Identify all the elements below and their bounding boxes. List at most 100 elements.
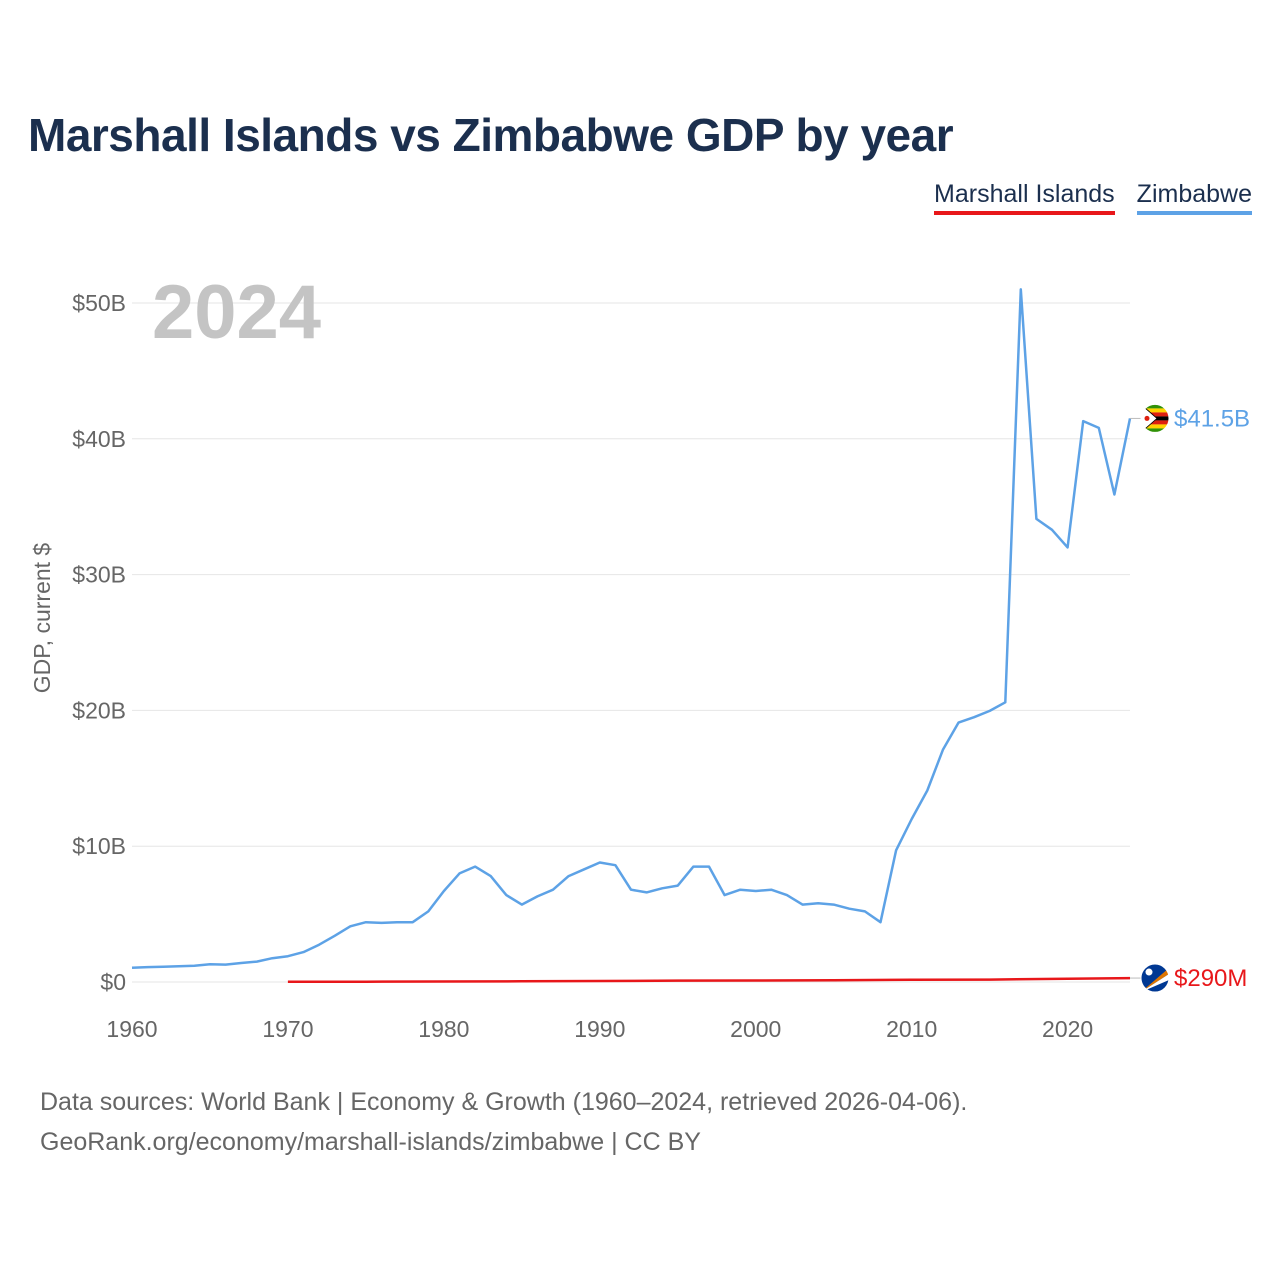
data-point-zimbabwe[interactable] <box>879 920 883 924</box>
data-point-zimbabwe[interactable] <box>660 886 664 890</box>
series-line-marshall-islands[interactable] <box>287 976 1131 983</box>
data-point-zimbabwe[interactable] <box>723 893 727 897</box>
x-tick-label: 1970 <box>262 1016 313 1042</box>
series-line-zimbabwe[interactable] <box>131 288 1132 969</box>
y-tick-label: $10B <box>72 833 126 859</box>
data-point-zimbabwe[interactable] <box>1081 419 1085 423</box>
y-tick-label: $20B <box>72 697 126 723</box>
data-point-zimbabwe[interactable] <box>520 903 524 907</box>
x-tick-label: 2000 <box>730 1016 781 1042</box>
data-point-zimbabwe[interactable] <box>489 874 493 878</box>
data-point-zimbabwe[interactable] <box>1066 545 1070 549</box>
data-point-zimbabwe[interactable] <box>442 889 446 893</box>
y-axis-ticks: $0 $10B $20B $30B $40B $50B <box>72 290 126 995</box>
data-point-zimbabwe[interactable] <box>1019 287 1023 291</box>
data-point-zimbabwe[interactable] <box>941 748 945 752</box>
data-point-zimbabwe[interactable] <box>224 963 228 967</box>
data-point-zimbabwe[interactable] <box>426 909 430 913</box>
data-point-zimbabwe[interactable] <box>473 865 477 869</box>
data-point-zimbabwe[interactable] <box>333 934 337 938</box>
data-point-zimbabwe[interactable] <box>567 874 571 878</box>
data-point-zimbabwe[interactable] <box>738 888 742 892</box>
data-point-zimbabwe[interactable] <box>192 964 196 968</box>
end-label-marshall-islands: $290M <box>1174 965 1247 992</box>
legend-item-zimbabwe[interactable]: Zimbabwe <box>1136 180 1252 215</box>
data-point-zimbabwe[interactable] <box>910 817 914 821</box>
data-point-zimbabwe[interactable] <box>972 715 976 719</box>
source-line-2[interactable]: GeoRank.org/economy/marshall-islands/zim… <box>40 1128 701 1156</box>
data-point-zimbabwe[interactable] <box>270 956 274 960</box>
data-point-zimbabwe[interactable] <box>847 907 851 911</box>
y-tick-label: $40B <box>72 426 126 452</box>
data-point-zimbabwe[interactable] <box>208 962 212 966</box>
data-point-zimbabwe[interactable] <box>1003 700 1007 704</box>
data-point-marshall-islands[interactable] <box>1066 977 1070 981</box>
data-point-zimbabwe[interactable] <box>801 903 805 907</box>
data-point-zimbabwe[interactable] <box>894 848 898 852</box>
data-point-zimbabwe[interactable] <box>613 863 617 867</box>
data-point-zimbabwe[interactable] <box>286 954 290 958</box>
data-point-zimbabwe[interactable] <box>302 950 306 954</box>
data-point-zimbabwe[interactable] <box>1097 426 1101 430</box>
data-point-zimbabwe[interactable] <box>504 893 508 897</box>
data-point-zimbabwe[interactable] <box>769 888 773 892</box>
data-point-zimbabwe[interactable] <box>785 893 789 897</box>
data-point-marshall-islands[interactable] <box>364 980 368 984</box>
data-point-marshall-islands[interactable] <box>598 979 602 983</box>
data-point-zimbabwe[interactable] <box>177 964 181 968</box>
data-point-zimbabwe[interactable] <box>364 920 368 924</box>
x-tick-label: 1960 <box>106 1016 157 1042</box>
data-point-zimbabwe[interactable] <box>395 920 399 924</box>
data-point-zimbabwe[interactable] <box>457 871 461 875</box>
data-point-marshall-islands[interactable] <box>442 980 446 984</box>
data-point-zimbabwe[interactable] <box>582 867 586 871</box>
data-point-zimbabwe[interactable] <box>380 921 384 925</box>
data-point-zimbabwe[interactable] <box>1034 517 1038 521</box>
data-point-zimbabwe[interactable] <box>629 888 633 892</box>
data-point-zimbabwe[interactable] <box>130 966 134 970</box>
data-point-zimbabwe[interactable] <box>707 865 711 869</box>
data-point-zimbabwe[interactable] <box>754 889 758 893</box>
data-point-zimbabwe[interactable] <box>317 943 321 947</box>
series-lines <box>130 287 1132 984</box>
data-point-zimbabwe[interactable] <box>1112 492 1116 496</box>
gridlines <box>132 302 1130 983</box>
data-point-zimbabwe[interactable] <box>832 903 836 907</box>
source-note: Data sources: World Bank | Economy & Gro… <box>40 1082 967 1162</box>
data-point-zimbabwe[interactable] <box>925 789 929 793</box>
series-end-markers: $41.5B $290M <box>1130 403 1250 993</box>
data-point-zimbabwe[interactable] <box>1050 528 1054 532</box>
data-point-marshall-islands[interactable] <box>286 980 290 984</box>
data-point-zimbabwe[interactable] <box>146 965 150 969</box>
data-point-marshall-islands[interactable] <box>676 979 680 983</box>
data-point-zimbabwe[interactable] <box>816 901 820 905</box>
data-point-zimbabwe[interactable] <box>645 890 649 894</box>
data-point-zimbabwe[interactable] <box>956 721 960 725</box>
x-tick-label: 2020 <box>1042 1016 1093 1042</box>
data-point-zimbabwe[interactable] <box>535 894 539 898</box>
data-point-marshall-islands[interactable] <box>988 978 992 982</box>
y-tick-label: $0 <box>100 969 126 995</box>
data-point-zimbabwe[interactable] <box>161 965 165 969</box>
data-point-zimbabwe[interactable] <box>676 884 680 888</box>
y-tick-label: $30B <box>72 562 126 588</box>
data-point-zimbabwe[interactable] <box>255 960 259 964</box>
data-point-zimbabwe[interactable] <box>348 924 352 928</box>
data-point-zimbabwe[interactable] <box>691 865 695 869</box>
data-point-zimbabwe[interactable] <box>551 888 555 892</box>
data-point-marshall-islands[interactable] <box>832 978 836 982</box>
data-point-marshall-islands[interactable] <box>754 979 758 983</box>
data-point-zimbabwe[interactable] <box>598 860 602 864</box>
data-point-zimbabwe[interactable] <box>988 709 992 713</box>
data-point-marshall-islands[interactable] <box>520 979 524 983</box>
data-point-zimbabwe[interactable] <box>863 909 867 913</box>
x-tick-label: 1980 <box>418 1016 469 1042</box>
data-point-zimbabwe[interactable] <box>411 920 415 924</box>
data-point-zimbabwe[interactable] <box>239 961 243 965</box>
y-tick-label: $50B <box>72 290 126 316</box>
chart-title: Marshall Islands vs Zimbabwe GDP by year <box>28 109 954 161</box>
marshall-islands-flag-icon <box>1140 963 1170 993</box>
data-point-marshall-islands[interactable] <box>910 978 914 982</box>
legend-item-marshall-islands[interactable]: Marshall Islands <box>934 180 1115 215</box>
